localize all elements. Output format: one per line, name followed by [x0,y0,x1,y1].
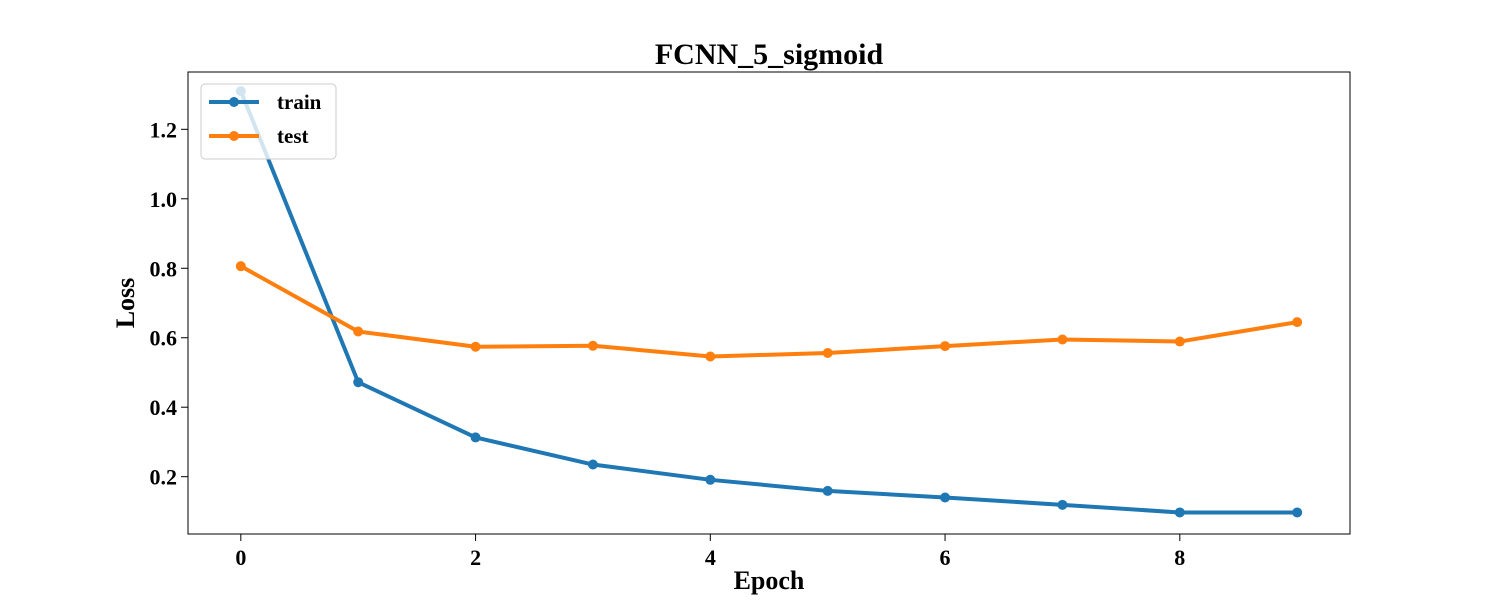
legend-label-train: train [277,90,322,114]
data-point-train [470,432,481,443]
x-tick-label: 8 [1174,545,1185,570]
series-line-test [238,264,1300,359]
y-axis: 0.2 0.4 0.6 0.8 1.0 1.2 [150,117,188,490]
data-point-test [1174,336,1185,347]
data-point-train [940,492,951,503]
legend-label-test: test [277,124,308,148]
data-point-train [587,459,598,470]
x-axis-label: Epoch [734,566,805,595]
series-layer [235,86,1303,518]
legend-marker-train [229,97,239,107]
plot-area-frame [187,71,1351,535]
y-tick-label: 0.8 [150,256,178,281]
data-point-train [822,485,833,496]
data-point-test [587,340,598,351]
data-point-test [470,341,481,352]
data-point-train [705,474,716,485]
y-tick-label: 1.0 [150,187,178,212]
data-point-test [235,261,246,272]
chart-title: FCNN_5_sigmoid [655,38,884,71]
x-tick-label: 6 [940,545,951,570]
data-point-test [1057,334,1068,345]
data-point-train [1292,507,1303,518]
legend: train test [200,83,337,160]
series-train [235,86,1303,518]
data-point-test [353,326,364,337]
x-axis: 0 2 4 6 8 [235,534,1185,570]
x-tick-label: 0 [235,545,246,570]
data-point-test [822,348,833,359]
y-axis-label: Loss [111,278,140,329]
data-point-train [353,377,364,388]
series-line-train [238,89,1300,515]
y-tick-label: 1.2 [150,117,178,142]
y-tick-label: 0.6 [150,326,178,351]
data-point-train [1174,507,1185,518]
data-point-test [705,351,716,362]
data-point-train [1057,499,1068,510]
legend-marker-test [229,131,239,141]
y-tick-label: 0.2 [150,465,178,490]
y-tick-label: 0.4 [150,395,178,420]
x-tick-label: 4 [705,545,716,570]
x-tick-label: 2 [470,545,481,570]
series-test [235,261,1303,362]
data-point-test [940,341,951,352]
data-point-test [1292,317,1303,328]
